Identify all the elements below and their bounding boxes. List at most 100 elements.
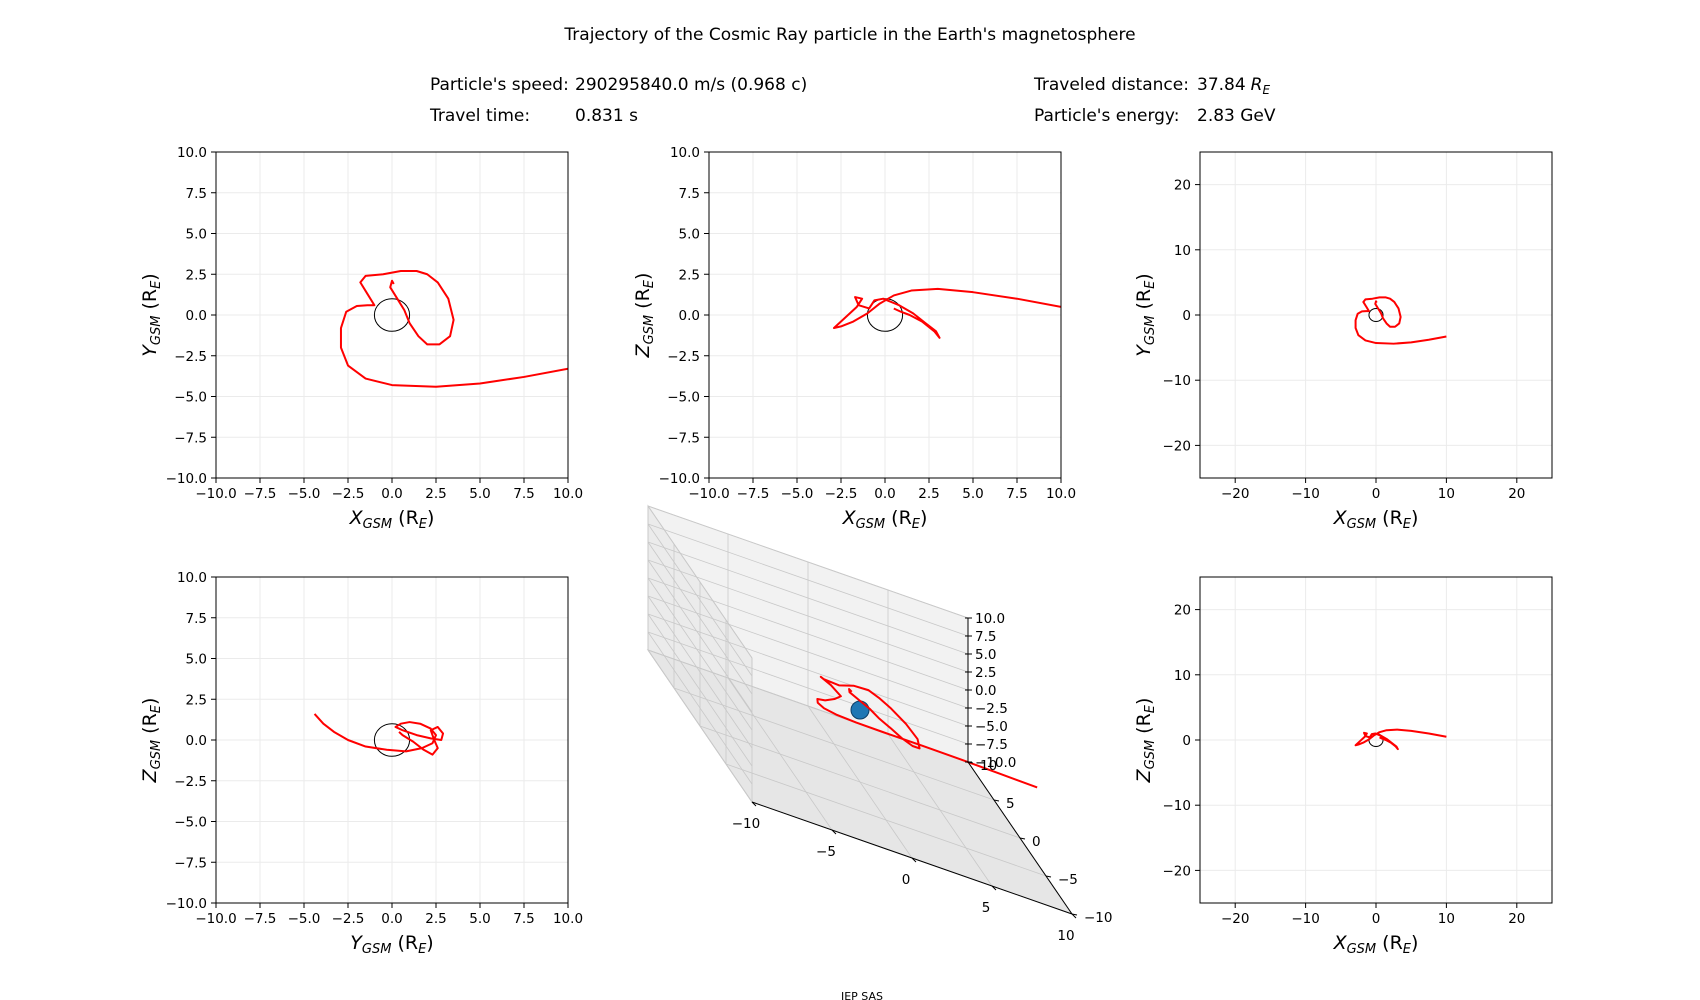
panel-3d: −10 −5 0 5 10 −10 −5 0 5 10 10.0 7.5 5.0 2.5 0.0 −2.5 −5… bbox=[646, 504, 1113, 944]
x-tick-label-3d: −5 bbox=[816, 844, 836, 860]
y-axis-label-part: ) bbox=[1133, 698, 1155, 705]
grid-line-3d bbox=[647, 523, 969, 637]
y-axis-label-part: Z bbox=[632, 343, 654, 358]
earth-circle bbox=[1368, 307, 1384, 323]
z-tick-label-3d: 5.0 bbox=[975, 647, 996, 663]
grid-line-3d bbox=[647, 559, 753, 713]
x-tick-label: 10 bbox=[1438, 486, 1455, 502]
x-tick-label: −2.5 bbox=[332, 911, 365, 927]
x-tick-label: 5.0 bbox=[962, 486, 983, 502]
x-tick-label: 10 bbox=[1438, 911, 1455, 927]
y-tick-label: 7.5 bbox=[186, 186, 207, 202]
y-tick-label: −7.5 bbox=[174, 855, 207, 871]
x-tick-3d bbox=[1071, 913, 1077, 919]
grid-line-3d bbox=[647, 595, 969, 709]
x-tick-label: 0.0 bbox=[381, 911, 402, 927]
x-axis-label-part: (R bbox=[1376, 932, 1403, 954]
trajectory-line bbox=[1354, 296, 1447, 345]
y-tick-label: 2.5 bbox=[186, 267, 207, 283]
z-tick-label-3d: 2.5 bbox=[975, 665, 996, 681]
y-axis-label-part: (R bbox=[632, 288, 654, 315]
y-tick-3d bbox=[1019, 837, 1026, 840]
x-tick-label: −10.0 bbox=[688, 486, 729, 502]
x-tick-label-3d: 0 bbox=[902, 872, 911, 888]
z-tick-label-3d: −2.5 bbox=[975, 701, 1008, 717]
x-tick-label: −10.0 bbox=[195, 911, 236, 927]
panel-xz: −10.0 −7.5 −5.0 −2.5 0.0 2.5 5.0 7.5 10.0 −10.0 −7… bbox=[632, 145, 1076, 532]
y-tick-3d bbox=[1045, 875, 1052, 878]
y-axis-label-part: Z bbox=[1133, 768, 1155, 783]
x-axis-label-part: X bbox=[842, 507, 857, 529]
x-axis-label-part: X bbox=[1333, 507, 1348, 529]
x-tick-label: −5.0 bbox=[288, 911, 321, 927]
y-tick-3d bbox=[1071, 913, 1078, 916]
y-tick-label-3d: 10 bbox=[980, 758, 997, 774]
x-tick-label: 0.0 bbox=[874, 486, 895, 502]
x-tick-label: 20 bbox=[1508, 911, 1525, 927]
x-axis-label-part: X bbox=[349, 507, 364, 529]
x-axis-label: XGSM (RE) bbox=[1333, 507, 1419, 532]
y-tick-label: −7.5 bbox=[174, 430, 207, 446]
y-axis-label-part: GSM bbox=[1143, 740, 1158, 770]
x-axis-label-part: GSM bbox=[1347, 942, 1377, 957]
y-tick-label: 0.0 bbox=[186, 733, 207, 749]
time-value: 0.831 s bbox=[575, 106, 638, 126]
trajectory-line-3d bbox=[816, 675, 1038, 789]
y-tick-label-3d: 5 bbox=[1006, 796, 1015, 812]
trajectory-line bbox=[1354, 728, 1447, 751]
z-tick-label-3d: 10.0 bbox=[975, 611, 1005, 627]
info-block: Particle's speed: 290295840.0 m/s (0.968… bbox=[429, 75, 1276, 126]
y-tick-label: 5.0 bbox=[186, 227, 207, 243]
y-axis-label: YGSM (RE) bbox=[139, 273, 164, 356]
speed-label: Particle's speed: bbox=[430, 75, 569, 95]
y-tick-label: −20 bbox=[1163, 863, 1192, 879]
distance-number: 37.84 bbox=[1197, 75, 1246, 95]
x-axis-label-part: E bbox=[1403, 517, 1412, 532]
x-tick-label: 10.0 bbox=[553, 911, 583, 927]
grid-line-3d bbox=[647, 505, 969, 619]
grid-line-3d bbox=[647, 631, 753, 785]
y-tick-label: 10 bbox=[1174, 668, 1191, 684]
x-axis-label-part: ) bbox=[427, 507, 434, 529]
grid-line-3d bbox=[647, 577, 969, 691]
x-tick-label-3d: 10 bbox=[1057, 928, 1074, 944]
x-axis-label-part: GSM bbox=[1347, 517, 1377, 532]
grid-line-3d bbox=[647, 577, 753, 731]
x-tick-label: 10.0 bbox=[1046, 486, 1076, 502]
x-tick-label: 7.5 bbox=[1006, 486, 1027, 502]
y-tick-label: 7.5 bbox=[186, 611, 207, 627]
grid-line-3d bbox=[699, 725, 1021, 839]
y-tick-label: 10.0 bbox=[670, 145, 700, 161]
distance-unit-sub: E bbox=[1262, 83, 1270, 97]
x-tick-label: −20 bbox=[1221, 911, 1250, 927]
y-axis-label-part: GSM bbox=[1143, 316, 1158, 346]
x-axis-label-part: Y bbox=[350, 932, 363, 954]
x-axis-label-part: (R bbox=[885, 507, 912, 529]
y-tick-label: −5.0 bbox=[667, 390, 700, 406]
y-tick-label: 20 bbox=[1174, 603, 1191, 619]
x-axis-label: XGSM (RE) bbox=[349, 507, 435, 532]
x-tick-3d bbox=[911, 857, 917, 863]
z-tick-label-3d: 0.0 bbox=[975, 683, 996, 699]
grid-line-3d bbox=[647, 523, 753, 677]
x-axis-label-part: E bbox=[1403, 942, 1412, 957]
y-tick-label: 2.5 bbox=[679, 267, 700, 283]
x-axis-label-part: ) bbox=[1411, 507, 1418, 529]
x-tick-3d bbox=[991, 885, 997, 891]
y-tick-label: −10 bbox=[1163, 798, 1192, 814]
y-axis-label: ZGSM (RE) bbox=[632, 273, 657, 359]
y-axis-label-part: GSM bbox=[642, 315, 657, 345]
y-tick-label: −10 bbox=[1163, 373, 1192, 389]
figure-title: Trajectory of the Cosmic Ray particle in… bbox=[563, 25, 1135, 45]
x-tick-label-3d: −10 bbox=[732, 816, 761, 832]
y-tick-label: −2.5 bbox=[174, 349, 207, 365]
x-tick-label: 20 bbox=[1508, 486, 1525, 502]
x-tick-label: 2.5 bbox=[918, 486, 939, 502]
y-tick-label: 0 bbox=[1182, 733, 1191, 749]
x-tick-label: 7.5 bbox=[513, 911, 534, 927]
grid-line-3d bbox=[647, 613, 969, 727]
x-tick-label: −7.5 bbox=[244, 486, 277, 502]
